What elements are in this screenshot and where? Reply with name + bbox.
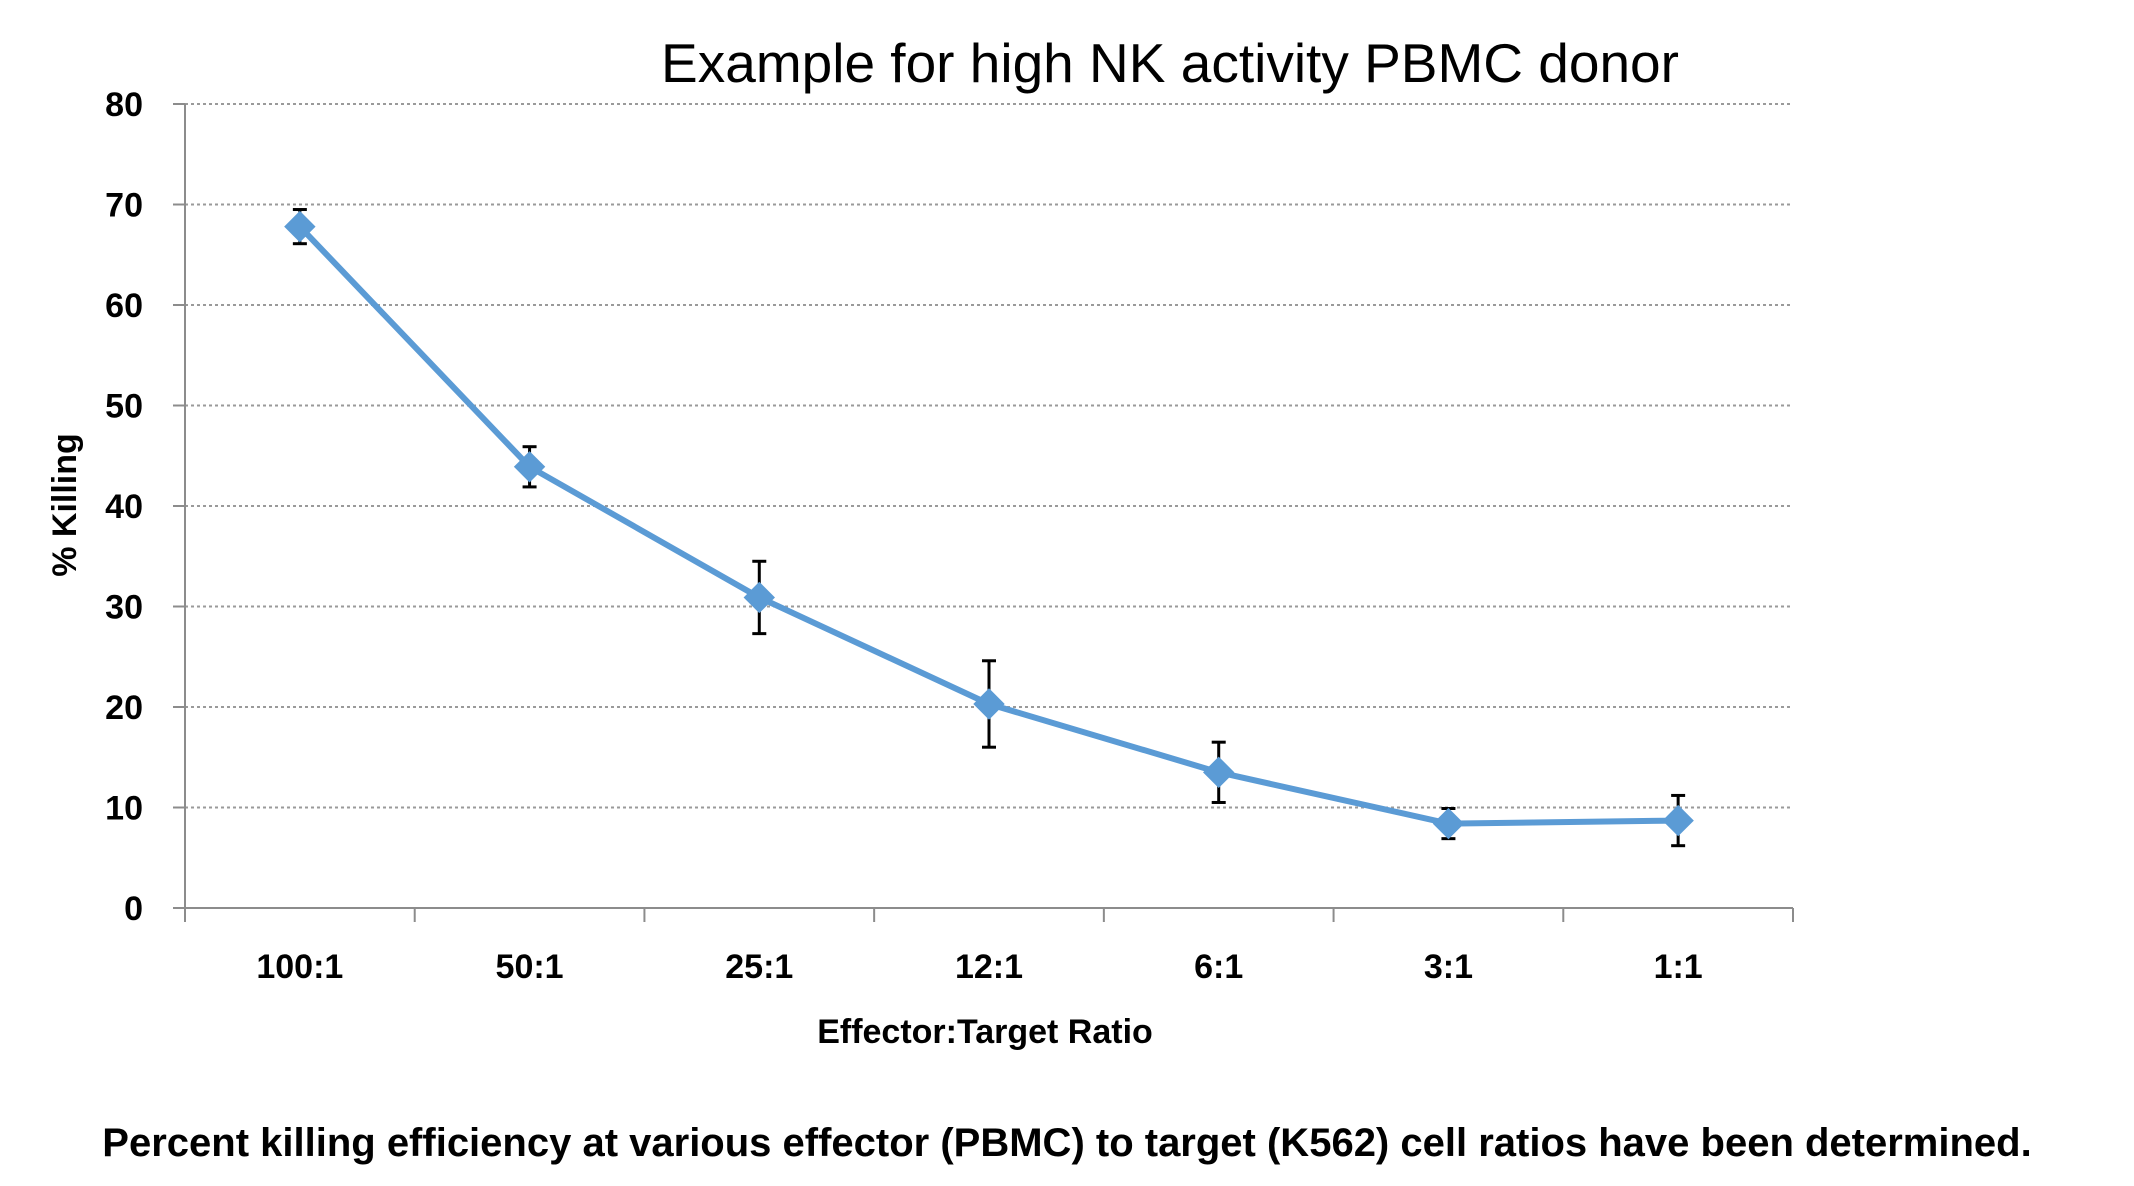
x-tick-label: 12:1 — [955, 948, 1023, 986]
data-point — [973, 688, 1005, 720]
y-tick-label: 40 — [105, 488, 143, 526]
y-tick-label: 70 — [105, 187, 143, 225]
axes — [184, 104, 1793, 909]
data-point — [1662, 804, 1694, 837]
gridlines — [173, 103, 1794, 922]
y-tick-label: 60 — [105, 287, 143, 325]
data-point — [284, 210, 316, 243]
y-tick-label: 50 — [105, 388, 143, 426]
data-point — [513, 451, 546, 483]
x-tick-label: 1:1 — [1654, 948, 1703, 986]
data-point — [1432, 807, 1465, 840]
y-tick-labels: 0 10 20 30 40 50 60 70 80 — [105, 86, 143, 928]
y-tick-label: 10 — [105, 790, 143, 828]
x-tick-label: 25:1 — [725, 948, 793, 986]
x-tick-label: 100:1 — [256, 948, 343, 986]
x-tick-label: 50:1 — [496, 948, 564, 986]
data-point — [1203, 756, 1235, 789]
figure-caption: Percent killing efficiency at various ef… — [102, 1121, 2031, 1165]
y-tick-label: 20 — [105, 689, 143, 727]
y-tick-label: 0 — [124, 890, 143, 928]
x-tick-label: 3:1 — [1424, 948, 1473, 986]
series — [284, 208, 1694, 848]
x-tick-label: 6:1 — [1194, 948, 1243, 986]
chart-title: Example for high NK activity PBMC donor — [661, 32, 1679, 94]
y-tick-label: 30 — [105, 589, 143, 627]
x-tick-labels: 100:1 50:1 25:1 12:1 6:1 3:1 1:1 — [256, 948, 1702, 986]
y-axis-label: % Killing — [46, 433, 84, 577]
data-point — [743, 581, 775, 614]
y-tick-label: 80 — [105, 86, 143, 124]
x-axis-label: Effector:Target Ratio — [817, 1013, 1153, 1051]
